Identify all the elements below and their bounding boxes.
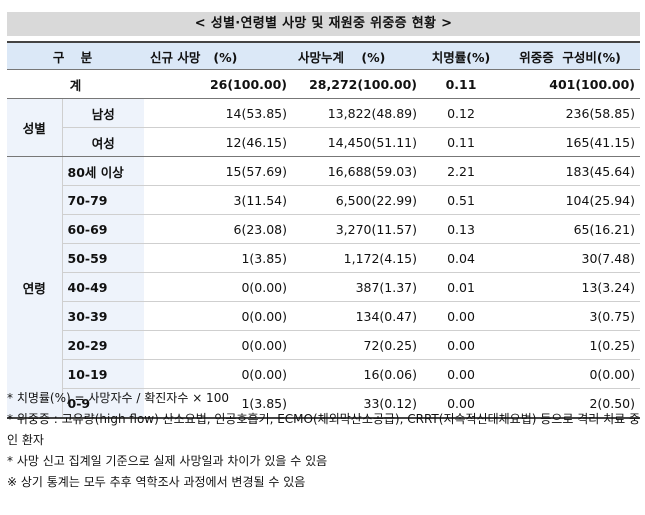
row-label: 60-69 — [62, 214, 145, 244]
fatality-rate-cell: 0.13 — [422, 214, 501, 244]
footnotes: * 치명률(%) = 사망자수 / 확진자수 × 100 * 위중증 : 고유량(… — [7, 388, 643, 493]
fatality-rate-cell: 2.21 — [422, 156, 501, 186]
row-label: 20-29 — [62, 330, 145, 360]
age-row: 50-59 1(3.85) 1,172(4.15) 0.04 30(7.48) — [7, 243, 641, 273]
age-row: 0-9 1(3.85) 33(0.12) 0.00 2(0.50) — [7, 388, 641, 419]
age-row: 60-69 6(23.08) 3,270(11.57) 0.13 65(16.21) — [7, 214, 641, 244]
fatality-rate-cell: 0.00 — [422, 330, 501, 360]
new-deaths-cell: 14(53.85) — [144, 98, 293, 128]
age-row: 20-29 0(0.00) 72(0.25) 0.00 1(0.25) — [7, 330, 641, 360]
total-row: 계 26(100.00) 28,272(100.00) 0.11 401(100… — [7, 69, 641, 99]
table-title: < 성별·연령별 사망 및 재원중 위중증 현황 > — [7, 12, 640, 36]
cumulative-deaths-cell: 387(1.37) — [292, 272, 423, 302]
footnote-item: * 위중증 : 고유량(high flow) 산소요법, 인공호흡기, ECMO… — [7, 412, 641, 447]
age-row: 70-79 3(11.54) 6,500(22.99) 0.51 104(25.94) — [7, 185, 641, 215]
new-deaths-cell: 15(57.69) — [144, 156, 293, 186]
cumulative-deaths-cell: 13,822(48.89) — [292, 98, 423, 128]
header-row: 구 분 신규 사망 (%) 사망누계 (%) 치명률(%) 위중증 구성비(%) — [7, 42, 641, 70]
row-label: 10-19 — [62, 359, 145, 389]
critical-share-cell: 30(7.48) — [500, 243, 641, 273]
row-label: 30-39 — [62, 301, 145, 331]
cumulative-deaths-cell: 33(0.12) — [292, 388, 423, 419]
new-deaths-cell: 1(3.85) — [144, 388, 293, 419]
cumulative-deaths-cell: 16(0.06) — [292, 359, 423, 389]
critical-share-cell: 0(0.00) — [500, 359, 641, 389]
cumulative-deaths-cell: 16,688(59.03) — [292, 156, 423, 186]
new-deaths-cell: 12(46.15) — [144, 127, 293, 157]
critical-share-cell: 13(3.24) — [500, 272, 641, 302]
stats-table: 구 분 신규 사망 (%) 사망누계 (%) 치명률(%) 위중증 구성비(%)… — [7, 41, 641, 419]
fatality-rate-cell: 0.51 — [422, 185, 501, 215]
new-deaths-cell: 6(23.08) — [144, 214, 293, 244]
footnote-item: * 사망 신고 집계일 기준으로 실제 사망일과 차이가 있을 수 있음 — [7, 454, 328, 468]
new-deaths-cell: 1(3.85) — [144, 243, 293, 273]
sex-row: 여성 12(46.15) 14,450(51.11) 0.11 165(41.15) — [7, 127, 641, 157]
footnote-item: ※ 상기 통계는 모두 추후 역학조사 과정에서 변경될 수 있음 — [7, 475, 306, 489]
footnote-item: * 치명률(%) = 사망자수 / 확진자수 × 100 — [7, 391, 229, 405]
total-cumulative-deaths: 28,272(100.00) — [292, 69, 423, 99]
fatality-rate-cell: 0.01 — [422, 272, 501, 302]
critical-share-cell: 3(0.75) — [500, 301, 641, 331]
row-label: 80세 이상 — [62, 156, 145, 186]
header-fatality-rate: 치명률(%) — [422, 42, 501, 70]
critical-share-cell: 165(41.15) — [500, 127, 641, 157]
critical-share-cell: 1(0.25) — [500, 330, 641, 360]
total-critical-share: 401(100.00) — [500, 69, 641, 99]
age-row: 40-49 0(0.00) 387(1.37) 0.01 13(3.24) — [7, 272, 641, 302]
age-row: 연령 80세 이상 15(57.69) 16,688(59.03) 2.21 183(45… — [7, 156, 641, 419]
age-row: 30-39 0(0.00) 134(0.47) 0.00 3(0.75) — [7, 301, 641, 331]
header-critical-share: 위중증 구성비(%) — [500, 42, 641, 70]
cumulative-deaths-cell: 14,450(51.11) — [292, 127, 423, 157]
new-deaths-cell: 0(0.00) — [144, 359, 293, 389]
critical-share-cell: 104(25.94) — [500, 185, 641, 215]
total-fatality-rate: 0.11 — [422, 69, 501, 99]
row-label: 70-79 — [62, 185, 145, 215]
fatality-rate-cell: 0.00 — [422, 301, 501, 331]
new-deaths-cell: 0(0.00) — [144, 272, 293, 302]
row-label: 0-9 — [62, 388, 145, 419]
row-label: 남성 — [62, 98, 145, 128]
fatality-rate-cell: 0.00 — [422, 388, 501, 419]
critical-share-cell: 183(45.64) — [500, 156, 641, 186]
header-new-deaths: 신규 사망 (%) — [144, 42, 293, 70]
fatality-rate-cell: 0.00 — [422, 359, 501, 389]
header-cumulative-deaths: 사망누계 (%) — [292, 42, 423, 70]
fatality-rate-cell: 0.11 — [422, 127, 501, 157]
fatality-rate-cell: 0.12 — [422, 98, 501, 128]
row-label: 40-49 — [62, 272, 145, 302]
cumulative-deaths-cell: 134(0.47) — [292, 301, 423, 331]
new-deaths-cell: 3(11.54) — [144, 185, 293, 215]
new-deaths-cell: 0(0.00) — [144, 330, 293, 360]
critical-share-cell: 2(0.50) — [500, 388, 641, 419]
cumulative-deaths-cell: 1,172(4.15) — [292, 243, 423, 273]
age-row: 10-19 0(0.00) 16(0.06) 0.00 0(0.00) — [7, 359, 641, 389]
cumulative-deaths-cell: 72(0.25) — [292, 330, 423, 360]
total-new-deaths: 26(100.00) — [144, 69, 293, 99]
critical-share-cell: 236(58.85) — [500, 98, 641, 128]
fatality-rate-cell: 0.04 — [422, 243, 501, 273]
cumulative-deaths-cell: 6,500(22.99) — [292, 185, 423, 215]
header-category: 구 분 — [7, 42, 145, 70]
row-label: 50-59 — [62, 243, 145, 273]
critical-share-cell: 65(16.21) — [500, 214, 641, 244]
cumulative-deaths-cell: 3,270(11.57) — [292, 214, 423, 244]
age-group-label: 연령 — [7, 156, 63, 419]
row-label: 여성 — [62, 127, 145, 157]
sex-group-label: 성별 — [7, 98, 63, 157]
sex-row: 성별 남성 14(53.85) 13,822(48.89) 0.12 236(58.85) — [7, 98, 641, 157]
total-label: 계 — [7, 69, 145, 99]
new-deaths-cell: 0(0.00) — [144, 301, 293, 331]
